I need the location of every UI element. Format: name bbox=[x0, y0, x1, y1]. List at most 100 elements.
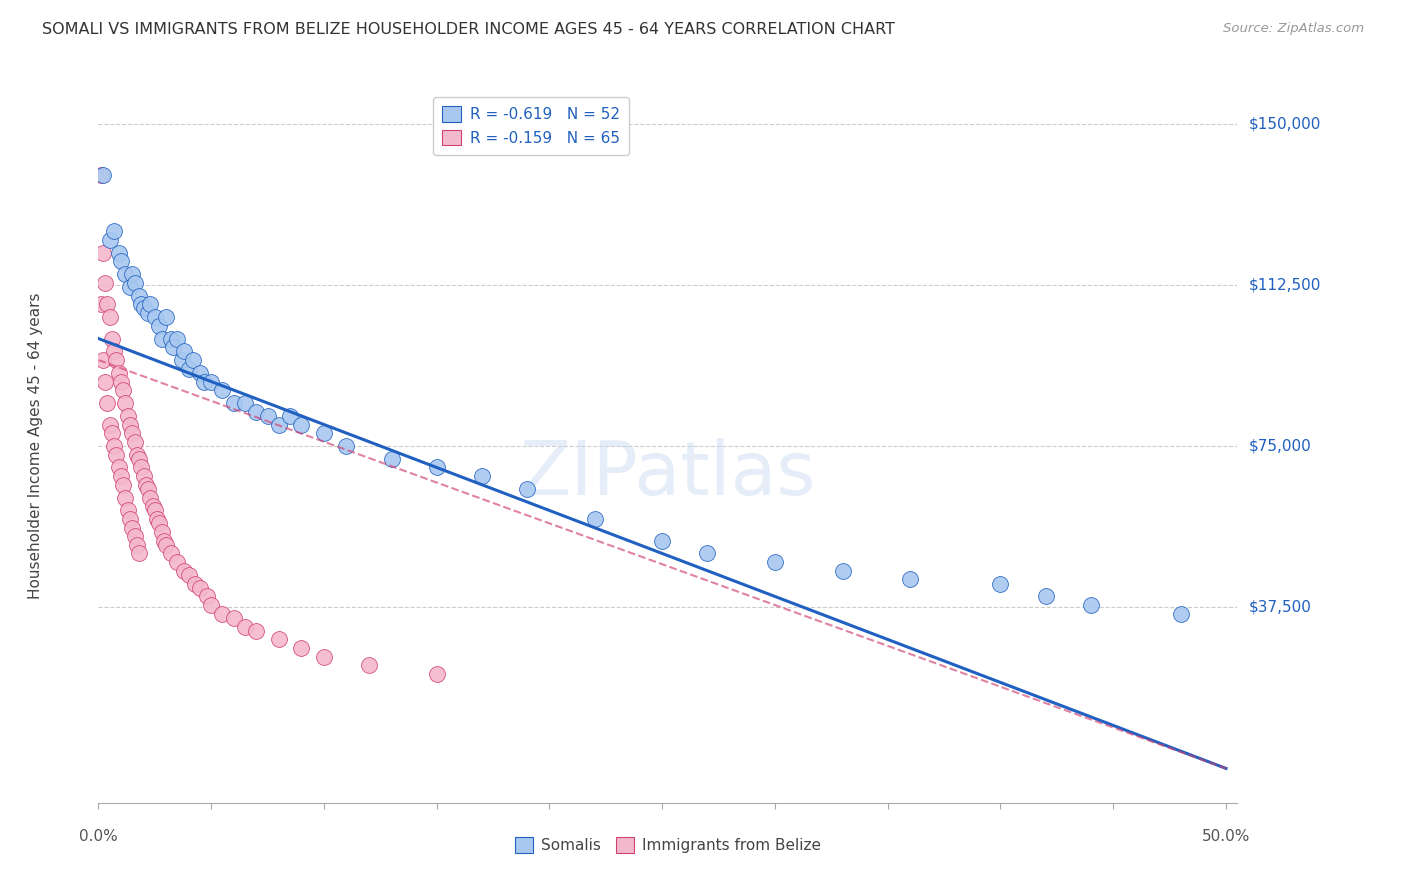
Point bbox=[831, 564, 853, 578]
Point bbox=[170, 353, 193, 368]
Point bbox=[94, 375, 117, 389]
Point bbox=[110, 469, 132, 483]
Point bbox=[471, 469, 494, 483]
Point bbox=[129, 297, 152, 311]
Point bbox=[312, 426, 335, 441]
Point bbox=[1035, 590, 1057, 604]
Point bbox=[233, 396, 256, 410]
Point bbox=[150, 332, 173, 346]
Point bbox=[150, 524, 173, 539]
Point bbox=[267, 417, 290, 432]
Point bbox=[118, 280, 141, 294]
Point bbox=[121, 521, 143, 535]
Point bbox=[143, 503, 166, 517]
Point bbox=[91, 245, 114, 260]
Point bbox=[98, 310, 121, 324]
Point bbox=[121, 426, 143, 441]
Point bbox=[583, 512, 606, 526]
Point bbox=[107, 245, 129, 260]
Point bbox=[166, 555, 188, 569]
Point bbox=[763, 555, 786, 569]
Point bbox=[110, 375, 132, 389]
Point bbox=[195, 590, 218, 604]
Point bbox=[426, 666, 449, 681]
Point bbox=[278, 409, 301, 423]
Point bbox=[516, 482, 538, 496]
Text: 0.0%: 0.0% bbox=[79, 829, 118, 844]
Point bbox=[148, 516, 170, 531]
Point bbox=[651, 533, 673, 548]
Point bbox=[153, 533, 176, 548]
Point bbox=[193, 375, 215, 389]
Point bbox=[898, 572, 921, 586]
Point bbox=[290, 417, 312, 432]
Point bbox=[101, 332, 124, 346]
Point bbox=[98, 233, 121, 247]
Point bbox=[139, 491, 162, 505]
Text: $112,500: $112,500 bbox=[1249, 277, 1320, 293]
Point bbox=[132, 469, 155, 483]
Point bbox=[141, 499, 163, 513]
Point bbox=[135, 477, 157, 491]
Point bbox=[91, 168, 114, 182]
Point bbox=[124, 529, 146, 543]
Point bbox=[105, 448, 128, 462]
Point bbox=[98, 417, 121, 432]
Point bbox=[1080, 598, 1102, 612]
Point bbox=[177, 568, 200, 582]
Point bbox=[184, 576, 207, 591]
Point bbox=[125, 448, 148, 462]
Point bbox=[96, 396, 118, 410]
Point bbox=[211, 607, 233, 621]
Point bbox=[233, 619, 256, 633]
Point bbox=[177, 361, 200, 376]
Point bbox=[159, 332, 181, 346]
Point bbox=[103, 224, 125, 238]
Point bbox=[91, 353, 114, 368]
Point bbox=[114, 267, 136, 281]
Point bbox=[101, 426, 124, 441]
Point bbox=[114, 396, 136, 410]
Point bbox=[117, 503, 139, 517]
Point bbox=[124, 276, 146, 290]
Point bbox=[200, 375, 222, 389]
Text: ZIPatlas: ZIPatlas bbox=[520, 438, 815, 511]
Point bbox=[96, 297, 118, 311]
Point bbox=[107, 366, 129, 380]
Point bbox=[128, 546, 150, 560]
Point bbox=[256, 409, 278, 423]
Point bbox=[121, 267, 143, 281]
Text: Householder Income Ages 45 - 64 years: Householder Income Ages 45 - 64 years bbox=[28, 293, 44, 599]
Point bbox=[426, 460, 449, 475]
Point bbox=[105, 353, 128, 368]
Point bbox=[357, 658, 380, 673]
Point bbox=[117, 409, 139, 423]
Point bbox=[200, 598, 222, 612]
Point bbox=[136, 482, 159, 496]
Point bbox=[114, 491, 136, 505]
Point bbox=[103, 439, 125, 453]
Point bbox=[118, 512, 141, 526]
Point bbox=[222, 396, 245, 410]
Point bbox=[155, 538, 177, 552]
Legend: Somalis, Immigrants from Belize: Somalis, Immigrants from Belize bbox=[509, 831, 827, 859]
Point bbox=[173, 564, 195, 578]
Point bbox=[173, 344, 195, 359]
Point bbox=[159, 546, 181, 560]
Point bbox=[124, 434, 146, 449]
Point bbox=[155, 310, 177, 324]
Text: $150,000: $150,000 bbox=[1249, 116, 1320, 131]
Point bbox=[94, 276, 117, 290]
Point bbox=[118, 417, 141, 432]
Point bbox=[267, 632, 290, 647]
Point bbox=[132, 301, 155, 316]
Point bbox=[129, 460, 152, 475]
Point bbox=[146, 512, 169, 526]
Point bbox=[162, 340, 184, 354]
Point bbox=[381, 451, 404, 466]
Point bbox=[312, 649, 335, 664]
Point bbox=[103, 344, 125, 359]
Point bbox=[1170, 607, 1192, 621]
Point bbox=[990, 576, 1012, 591]
Text: $75,000: $75,000 bbox=[1249, 439, 1312, 453]
